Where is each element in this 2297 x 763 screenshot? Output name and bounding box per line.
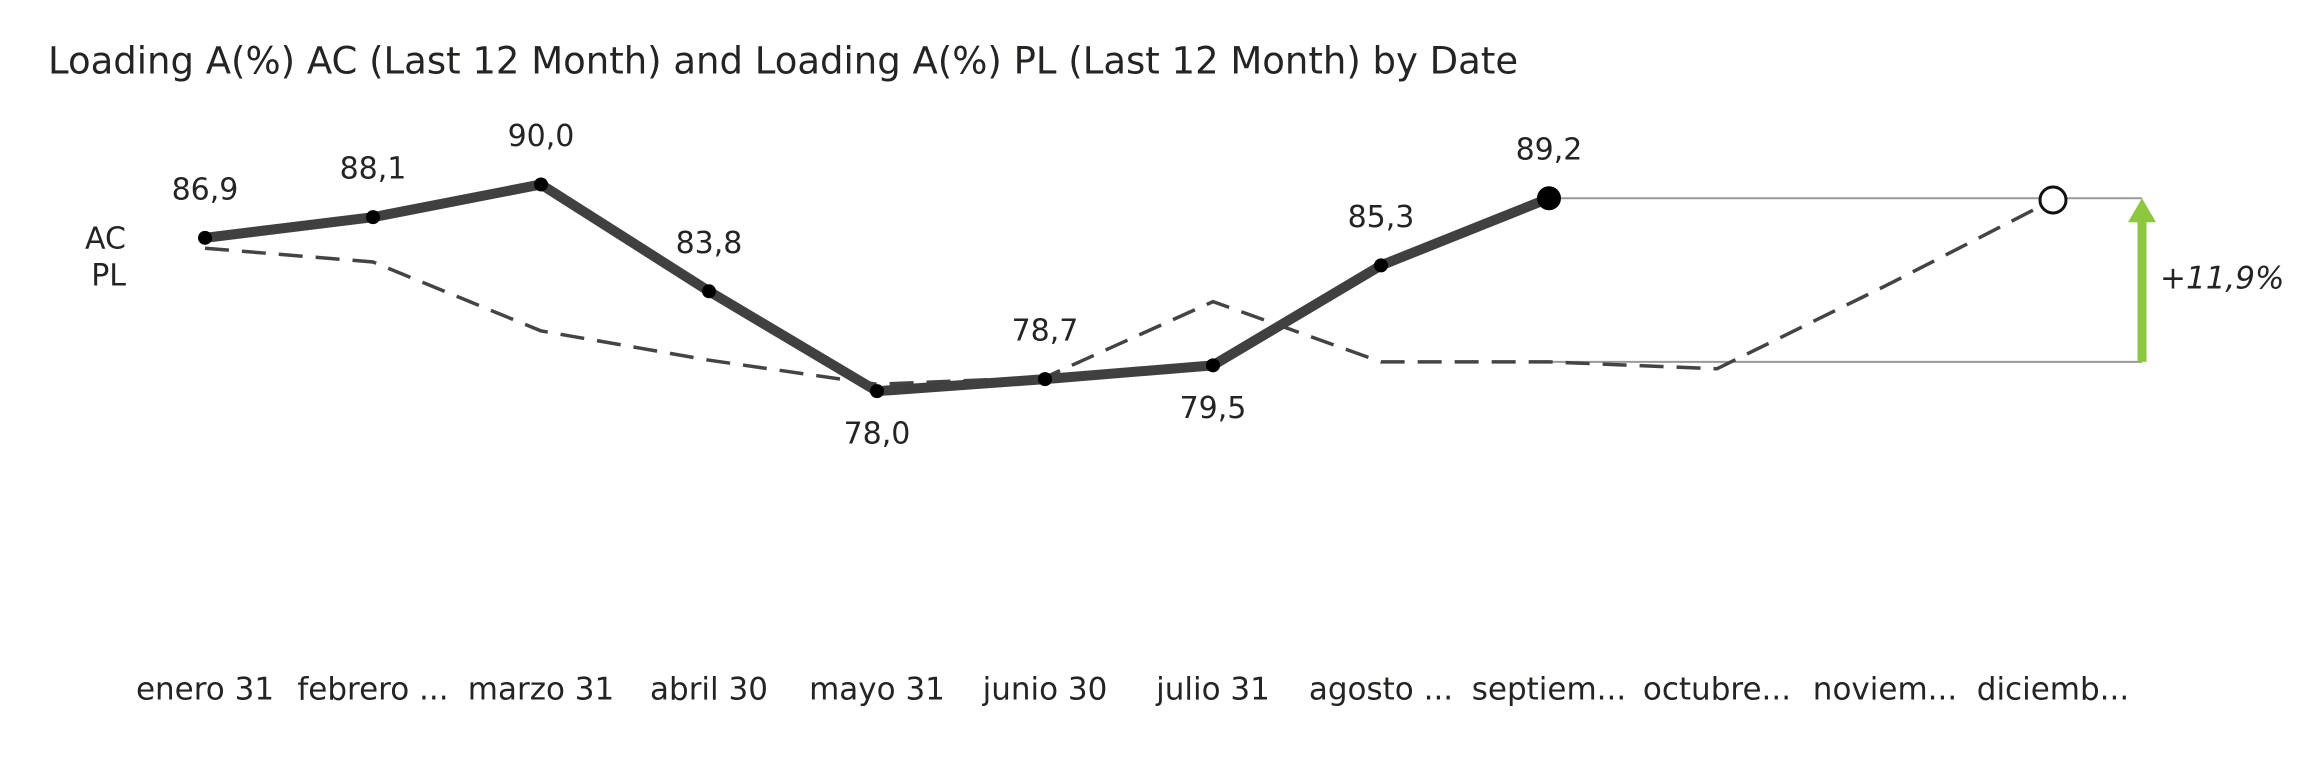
point	[1206, 358, 1220, 373]
x-tick-label: febrero ...	[297, 672, 448, 708]
point	[2038, 185, 2068, 215]
point	[1374, 258, 1388, 273]
point	[534, 177, 548, 192]
x-tick-label: diciemb...	[1977, 672, 2129, 708]
data-label: 90,0	[508, 119, 575, 154]
x-tick-label: agosto ...	[1309, 672, 1453, 708]
x-tick-label: octubre...	[1643, 672, 1791, 708]
x-tick-label: junio 30	[982, 672, 1108, 708]
data-label: 86,9	[172, 172, 239, 207]
x-tick-label: enero 31	[136, 672, 274, 708]
data-label: 89,2	[1516, 133, 1583, 168]
legend-label: AC	[85, 222, 126, 257]
legend-label: PL	[91, 259, 126, 294]
point	[702, 284, 716, 299]
chart-title: Loading A(%) AC (Last 12 Month) and Load…	[48, 40, 1518, 83]
data-label: 78,7	[1012, 314, 1079, 349]
point	[198, 230, 212, 245]
x-tick-label: mayo 31	[809, 672, 945, 708]
data-label: 85,3	[1348, 200, 1415, 235]
data-label: 78,0	[844, 417, 911, 452]
point	[1537, 186, 1561, 211]
point	[366, 210, 380, 225]
delta-arrowhead	[2128, 198, 2156, 223]
point	[1038, 372, 1052, 387]
x-tick-label: noviem...	[1813, 672, 1957, 708]
data-label: 88,1	[340, 152, 407, 187]
data-label: 79,5	[1180, 391, 1247, 426]
series-line	[204, 198, 2054, 387]
delta-label: +11,9%	[2160, 261, 2284, 297]
x-tick-label: abril 30	[650, 672, 768, 708]
data-label: 83,8	[676, 226, 743, 261]
x-tick-label: julio 31	[1155, 672, 1270, 708]
point	[870, 384, 884, 399]
x-tick-label: septiem...	[1472, 672, 1627, 708]
x-tick-label: marzo 31	[468, 672, 614, 708]
